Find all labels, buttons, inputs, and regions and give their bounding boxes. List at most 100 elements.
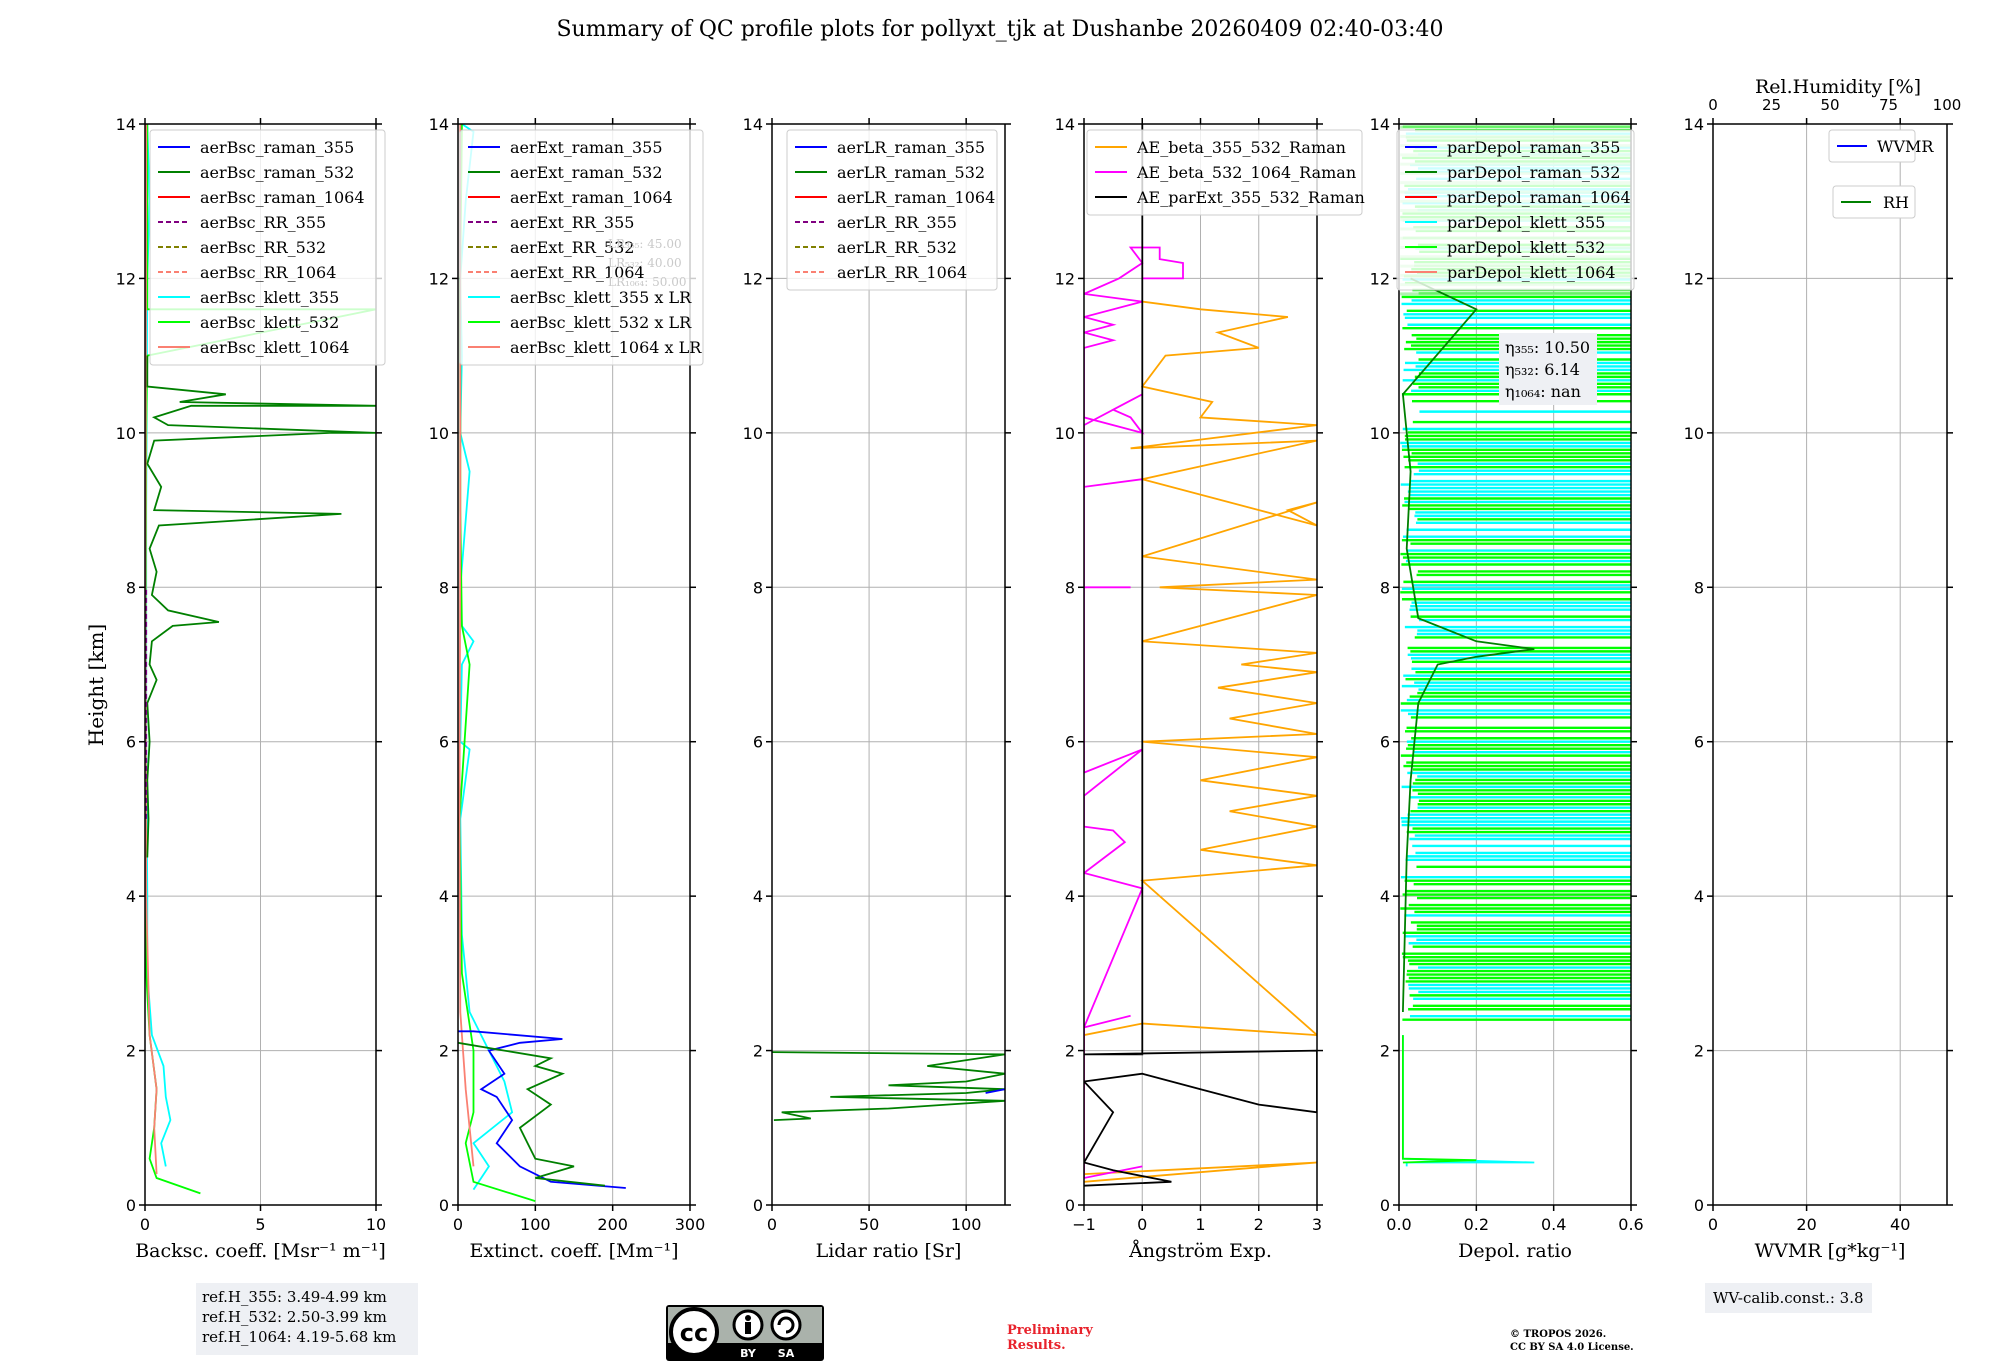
x-axis-label: Backsc. coeff. [Msr⁻¹ m⁻¹] (135, 1240, 386, 1262)
y-tick-label: 0 (439, 1196, 449, 1215)
y-tick-label: 6 (1065, 733, 1075, 752)
legend-label: aerBsc_raman_355 (200, 138, 354, 157)
legend-label: AE_parExt_355_532_Raman (1136, 188, 1365, 207)
y-tick-label: 10 (429, 424, 449, 443)
x-tick-label: 0.0 (1386, 1215, 1411, 1234)
series-aerLR_raman_532 (772, 1051, 1005, 1121)
y-tick-label: 4 (753, 887, 763, 906)
lidar-ratio-note: LR₅₃₂: 40.00 (608, 256, 682, 270)
y-tick-label: 0 (126, 1196, 136, 1215)
preliminary-line-1: Preliminary (1007, 1323, 1093, 1338)
legend-label: AE_beta_532_1064_Raman (1136, 163, 1356, 182)
x-axis-label: Lidar ratio [Sr] (816, 1240, 962, 1262)
legend-ae: AE_beta_355_532_Raman AE_beta_532_1064_Ra… (1086, 129, 1365, 216)
sa-icon (770, 1309, 802, 1341)
y-tick-label: 4 (439, 887, 449, 906)
y-tick-label: 8 (1380, 578, 1390, 597)
legend-ext: aerExt_raman_355 aerExt_raman_532 aerExt_r… (459, 129, 704, 366)
y-tick-label: 14 (743, 115, 763, 134)
legend-label: aerExt_raman_532 (510, 163, 663, 182)
rh-tick-label: 25 (1762, 96, 1781, 114)
y-tick-label: 0 (753, 1196, 763, 1215)
series-aerBsc_raman_532 (146, 355, 376, 858)
y-tick-label: 2 (753, 1042, 763, 1061)
lidar-ratio-note: LR₁₀₆₄: 50.00 (608, 275, 686, 289)
legend-label: aerBsc_RR_1064 (200, 263, 336, 282)
legend-label: RH (1883, 193, 1909, 212)
legend-label: parDepol_raman_355 (1447, 138, 1620, 157)
legend-label: aerExt_raman_1064 (510, 188, 673, 207)
y-tick-label: 14 (1055, 115, 1075, 134)
legend-label: parDepol_klett_1064 (1447, 263, 1616, 282)
x-axis-label: Ångström Exp. (1128, 1240, 1272, 1262)
x-axis-label: Extinct. coeff. [Mm⁻¹] (469, 1240, 678, 1262)
eta-value: η₁₀₆₄: nan (1505, 382, 1581, 401)
cc-license-badge: cc BY SA (666, 1305, 824, 1361)
x-tick-label: 2 (1254, 1215, 1264, 1234)
y-tick-label: 8 (1694, 578, 1704, 597)
y-tick-label: 4 (126, 887, 136, 906)
legend-frame (459, 129, 704, 366)
ref-height-355: ref.H_355: 3.49-4.99 km (202, 1288, 387, 1306)
rh-tick-label: 0 (1708, 96, 1718, 114)
x-tick-label: −1 (1072, 1215, 1096, 1234)
svg-text:cc: cc (680, 1319, 708, 1347)
panel-ext: 0 2 4 6 8 10 12 14 0 100 200 300 Extinct. coeff. [Mm… (429, 115, 706, 1262)
legend-wv: WVMR RH (1828, 129, 1934, 219)
y-tick-label: 10 (1684, 424, 1704, 443)
y-tick-label: 12 (1684, 269, 1704, 288)
y-tick-label: 14 (116, 115, 136, 134)
y-tick-label: 8 (126, 578, 136, 597)
y-tick-label: 2 (1694, 1042, 1704, 1061)
legend-label: aerExt_raman_355 (510, 138, 663, 157)
rh-tick-label: 50 (1820, 96, 1839, 114)
x-tick-label: 0 (767, 1215, 777, 1234)
y-tick-label: 6 (1380, 733, 1390, 752)
y-tick-label: 14 (1370, 115, 1390, 134)
series-aerBsc_klett_532 (145, 124, 376, 1195)
y-tick-label: 12 (429, 269, 449, 288)
x-tick-label: 100 (951, 1215, 982, 1234)
y-tick-label: 10 (743, 424, 763, 443)
y-tick-label: 8 (1065, 578, 1075, 597)
legend-label: aerBsc_klett_532 x LR (510, 313, 692, 332)
legend-frame (1832, 185, 1916, 219)
legend-label: AE_beta_355_532_Raman (1136, 138, 1346, 157)
y-tick-label: 14 (429, 115, 449, 134)
series-AE_beta_355_532_Raman (1084, 300, 1317, 1183)
legend-frame (1396, 129, 1635, 291)
x-tick-label: 0 (1708, 1215, 1718, 1234)
x-tick-label: 300 (675, 1215, 706, 1234)
copyright-note: © TROPOS 2026. CC BY SA 4.0 License. (1510, 1328, 1634, 1354)
y-tick-label: 2 (1380, 1042, 1390, 1061)
x-axis-label: WVMR [g*kg⁻¹] (1755, 1240, 1906, 1262)
legend-label: aerBsc_klett_532 (200, 313, 339, 332)
series-aerExt_raman_355 (458, 1030, 626, 1189)
legend-bsc: aerBsc_raman_355 aerBsc_raman_532 aerBsc_r… (149, 129, 386, 366)
y-tick-label: 6 (1694, 733, 1704, 752)
y-tick-label: 0 (1065, 1196, 1075, 1215)
y-tick-label: 6 (126, 733, 136, 752)
panel-depol: 0 2 4 6 8 10 12 14 0.0 0.2 0.4 0.6 Depol. ratio parDe… (1370, 115, 1644, 1262)
y-tick-label: 12 (116, 269, 136, 288)
legend-label: aerExt_RR_355 (510, 213, 634, 232)
wv-calibration-text: WV-calib.const.: 3.8 (1713, 1289, 1864, 1307)
eta-box (1499, 333, 1597, 405)
x-tick-label: 10 (366, 1215, 386, 1234)
x-tick-label: 1 (1195, 1215, 1205, 1234)
y-tick-label: 0 (1380, 1196, 1390, 1215)
cc-icon (669, 1307, 719, 1357)
badge-sa-label: SA (778, 1347, 795, 1360)
legend-label: aerLR_RR_1064 (837, 263, 967, 282)
x-tick-label: 5 (255, 1215, 265, 1234)
rh-tick-label: 100 (1933, 96, 1962, 114)
figure-title: Summary of QC profile plots for pollyxt_… (556, 17, 1443, 42)
legend-label: parDepol_klett_532 (1447, 238, 1605, 257)
y-tick-label: 8 (753, 578, 763, 597)
legend-label: aerLR_RR_355 (837, 213, 957, 232)
y-tick-label: 10 (1055, 424, 1075, 443)
panel-bsc: 0 2 4 6 8 10 12 14 0 5 10 Backsc. coeff. [Msr⁻¹ m⁻¹… (116, 115, 387, 1262)
copyright-line-2: CC BY SA 4.0 License. (1510, 1342, 1634, 1353)
